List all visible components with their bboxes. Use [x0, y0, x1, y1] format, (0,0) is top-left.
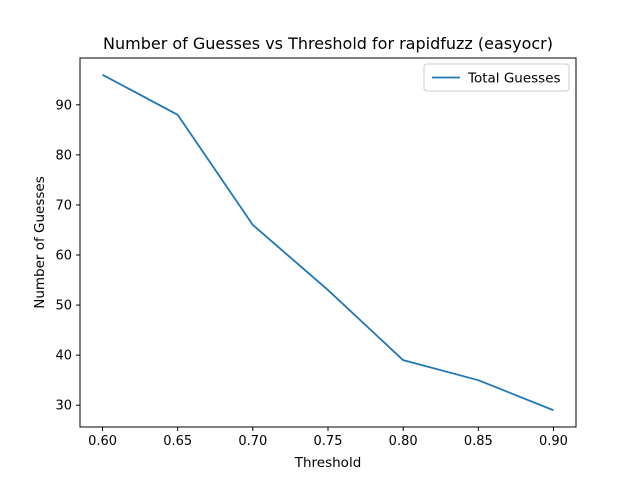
y-tick-label: 90 — [55, 98, 72, 113]
x-axis: 0.60 0.65 0.70 0.75 0.80 0.85 0.90 — [88, 427, 568, 449]
legend-box — [423, 63, 570, 92]
series-line — [102, 73, 554, 412]
y-tick-label: 60 — [55, 249, 72, 264]
x-tick-label: 0.85 — [464, 434, 493, 449]
y-tick-label: 80 — [55, 148, 72, 163]
plot-frame — [79, 57, 577, 428]
legend: Total Guesses — [423, 63, 570, 92]
x-axis-label: Threshold — [294, 455, 362, 471]
x-tick-label: 0.70 — [238, 434, 267, 449]
series-layer — [102, 73, 554, 412]
y-tick-label: 30 — [55, 399, 72, 414]
y-tick-label: 40 — [55, 349, 72, 364]
y-axis: 30 40 50 60 70 80 90 — [55, 98, 80, 414]
x-tick-label: 0.75 — [314, 434, 343, 449]
y-tick-label: 50 — [55, 299, 72, 314]
x-tick-label: 0.60 — [88, 434, 117, 449]
x-tick-label: 0.90 — [539, 434, 568, 449]
chart-title: Number of Guesses vs Threshold for rapid… — [103, 34, 553, 53]
legend-label: Total Guesses — [467, 71, 561, 87]
x-tick-label: 0.65 — [163, 434, 192, 449]
y-axis-label: Number of Guesses — [32, 176, 48, 309]
y-tick-label: 70 — [55, 198, 72, 213]
x-tick-label: 0.80 — [389, 434, 418, 449]
